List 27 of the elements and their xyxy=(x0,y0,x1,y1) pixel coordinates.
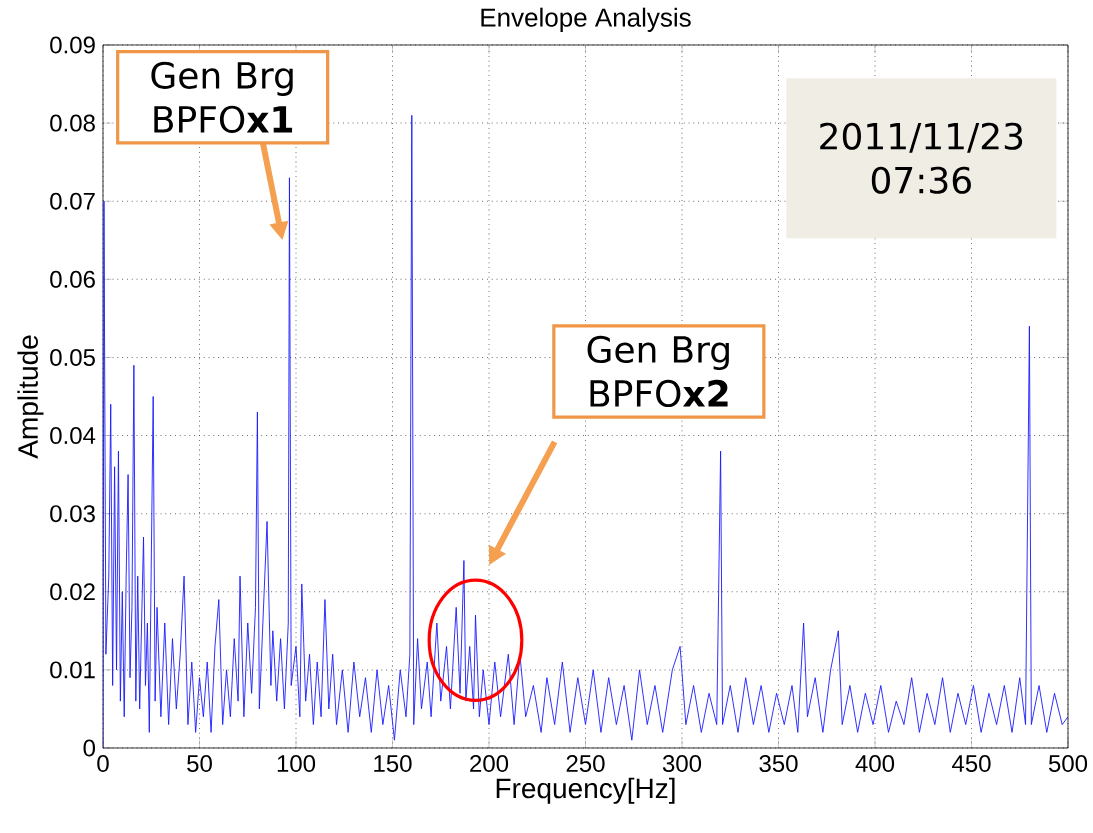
y-tick-label: 0 xyxy=(83,739,96,757)
y-tick-label: 0.03 xyxy=(50,505,95,523)
y-tick-label: 0.07 xyxy=(50,192,95,210)
y-axis-title: Amplitude xyxy=(17,335,44,459)
y-tick-label: 0.08 xyxy=(50,114,95,132)
x-tick-label: 250 xyxy=(566,755,605,773)
y-tick-label: 0.05 xyxy=(50,348,95,366)
y-tick-label: 0.09 xyxy=(50,36,95,54)
x-tick-label: 150 xyxy=(374,755,412,773)
x-tick-label: 100 xyxy=(277,755,316,773)
x-tick-label: 500 xyxy=(1048,755,1088,773)
x-tick-label: 400 xyxy=(855,755,895,773)
y-tick-label: 0.02 xyxy=(50,583,95,601)
chart-title: Envelope Analysis xyxy=(481,7,691,32)
y-tick-label: 0.06 xyxy=(50,270,95,288)
x-tick-label: 200 xyxy=(470,755,509,773)
x-tick-label: 0 xyxy=(97,755,109,773)
x-axis-title: Frequency[Hz] xyxy=(496,777,675,804)
x-tick-label: 350 xyxy=(759,755,798,773)
y-tick-label: 0.04 xyxy=(50,427,96,445)
y-tick-label: 0.01 xyxy=(50,661,95,679)
annotation: Gen Brg BPFOx1 xyxy=(151,61,293,133)
annotation: 2011/11/23 07:36 xyxy=(820,122,1023,194)
x-tick-label: 450 xyxy=(952,755,991,773)
x-tick-label: 50 xyxy=(187,755,212,773)
x-tick-label: 300 xyxy=(662,755,702,773)
annotation: Gen Brg BPFOx2 xyxy=(587,335,729,408)
